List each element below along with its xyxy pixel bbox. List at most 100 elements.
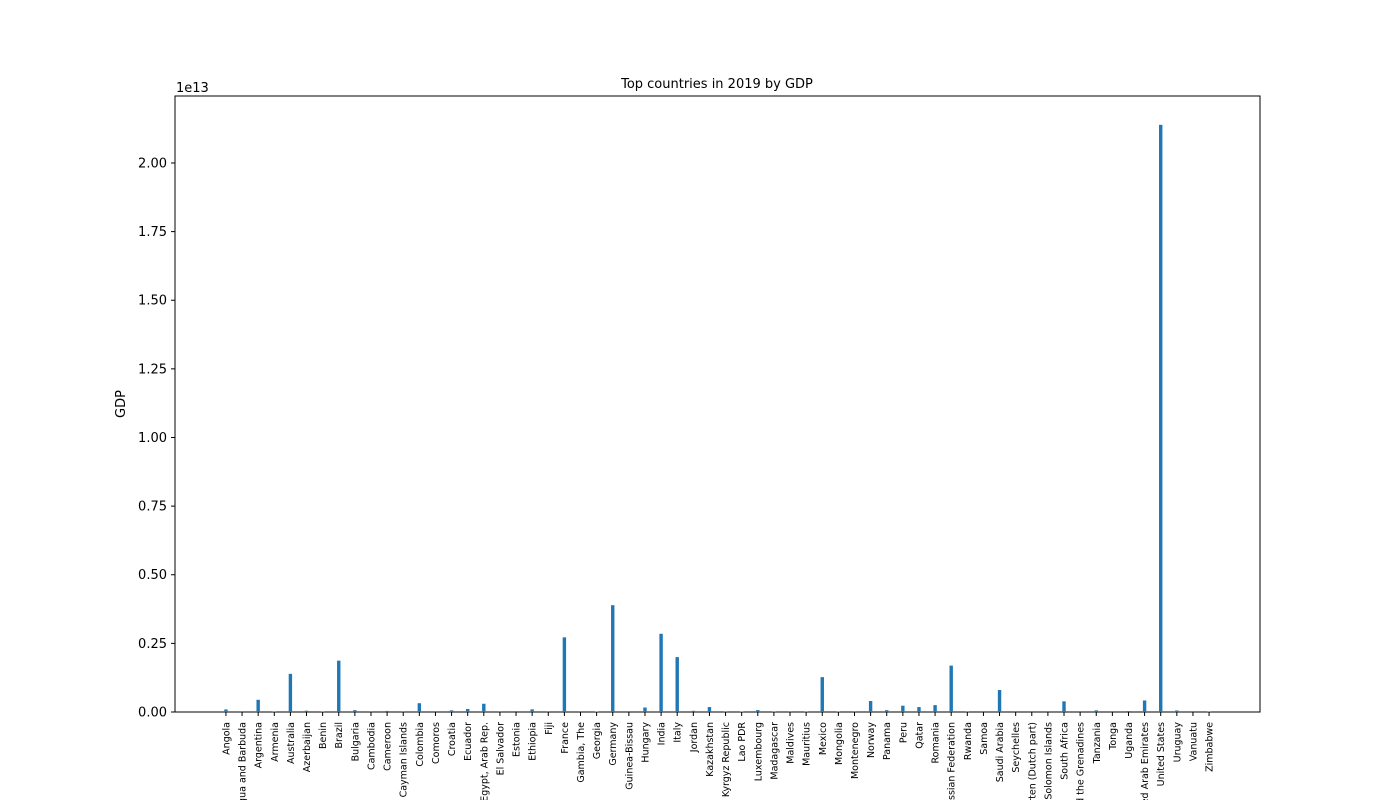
bar xyxy=(482,703,486,712)
bar xyxy=(1062,701,1066,712)
y-tick-label: 1.50 xyxy=(138,294,167,309)
bar xyxy=(498,711,502,712)
bar xyxy=(417,703,422,712)
x-tick-label: Guinea-Bissau xyxy=(624,722,635,790)
x-tick-label: Ecuador xyxy=(463,722,474,761)
x-tick-label: Cameroon xyxy=(383,722,394,771)
bar xyxy=(353,710,357,712)
y-tick-label: 1.00 xyxy=(138,431,167,446)
x-tick-label: Romania xyxy=(931,722,942,764)
bar xyxy=(1175,710,1179,712)
bar xyxy=(756,710,760,712)
bar xyxy=(611,605,615,712)
x-tick-label: Seychelles xyxy=(1011,722,1022,773)
x-tick-label: Peru xyxy=(898,722,909,743)
x-tick-label: India xyxy=(657,722,668,745)
x-tick-label: Fiji xyxy=(544,722,555,735)
x-tick-label: Kazakhstan xyxy=(705,722,716,777)
bar xyxy=(707,707,712,712)
x-tick-label: Solomon Islands xyxy=(1043,722,1054,800)
x-tick-label: Montenegro xyxy=(850,722,861,779)
x-tick-label: Gambia, The xyxy=(576,722,587,783)
bar xyxy=(1094,710,1098,712)
x-tick-label: Russian Federation xyxy=(947,722,958,800)
bar xyxy=(933,705,937,712)
x-tick-label: Jordan xyxy=(689,722,700,753)
x-tick-label: Mauritius xyxy=(802,722,813,766)
x-tick-label: Ethiopia xyxy=(528,722,539,761)
bar xyxy=(1207,711,1211,712)
bar xyxy=(224,709,228,712)
bar xyxy=(917,707,921,712)
x-tick-label: Argentina xyxy=(254,722,265,768)
x-tick-label: Saudi Arabia xyxy=(995,722,1006,782)
x-tick-label: Antigua and Barbuda xyxy=(238,722,249,800)
bar xyxy=(465,708,470,712)
bar xyxy=(885,710,889,712)
bar xyxy=(337,660,341,712)
y-tick-label: 1.75 xyxy=(138,225,167,240)
x-tick-label: Kyrgyz Republic xyxy=(721,722,732,797)
x-tick-label: St. Vincent and the Grenadines xyxy=(1076,722,1087,800)
x-tick-label: Lao PDR xyxy=(737,722,748,762)
bar xyxy=(949,665,953,712)
x-tick-label: Mongolia xyxy=(834,722,845,765)
chart-title: Top countries in 2019 by GDP xyxy=(620,77,813,92)
x-tick-label: Sint Maarten (Dutch part) xyxy=(1027,722,1038,800)
x-tick-label: Italy xyxy=(673,722,684,743)
bar xyxy=(1126,711,1131,712)
bar xyxy=(659,633,663,712)
x-tick-label: Zimbabwe xyxy=(1205,722,1216,772)
x-tick-label: Estonia xyxy=(512,722,523,757)
x-tick-label: Samoa xyxy=(979,722,990,755)
y-tick-label: 0.00 xyxy=(138,706,167,721)
x-tick-label: United Arab Emirates xyxy=(1140,722,1151,800)
bar xyxy=(643,707,647,712)
y-offset-label: 1e13 xyxy=(176,81,209,96)
x-tick-label: Angola xyxy=(221,722,232,755)
x-tick-label: Georgia xyxy=(592,722,603,759)
x-tick-label: Cayman Islands xyxy=(399,722,410,797)
bar xyxy=(868,701,873,712)
x-tick-label: Luxembourg xyxy=(753,722,764,781)
y-tick-label: 2.00 xyxy=(138,156,167,171)
bar xyxy=(369,711,373,712)
bar xyxy=(288,673,293,712)
x-tick-label: Brazil xyxy=(334,722,345,749)
x-tick-label: Panama xyxy=(882,722,893,760)
x-tick-label: Hungary xyxy=(640,722,651,763)
x-tick-label: United States xyxy=(1156,722,1167,786)
x-tick-label: El Salvador xyxy=(495,722,506,775)
bar xyxy=(675,657,679,712)
x-tick-label: Norway xyxy=(866,722,877,758)
x-tick-label: Uganda xyxy=(1124,722,1135,759)
y-tick-label: 1.25 xyxy=(138,362,167,377)
x-tick-label: Bulgaria xyxy=(350,722,361,761)
bar xyxy=(530,709,534,712)
x-tick-label: South Africa xyxy=(1060,722,1071,780)
bar xyxy=(997,690,1002,712)
bar xyxy=(691,710,696,712)
x-tick-label: Egypt, Arab Rep. xyxy=(479,722,490,800)
x-tick-label: Tonga xyxy=(1108,722,1119,751)
bar xyxy=(256,699,260,712)
bar xyxy=(514,711,518,712)
y-tick-label: 0.25 xyxy=(138,637,167,652)
y-tick-label: 0.50 xyxy=(138,568,167,583)
x-tick-label: Rwanda xyxy=(963,722,974,760)
y-tick-label: 0.75 xyxy=(138,500,167,515)
x-tick-label: France xyxy=(560,722,571,754)
x-tick-label: Germany xyxy=(608,722,619,766)
x-tick-label: Tanzania xyxy=(1092,722,1103,764)
bar xyxy=(901,705,905,712)
x-tick-label: Maldives xyxy=(786,722,797,764)
bar xyxy=(449,710,454,712)
x-tick-label: Croatia xyxy=(447,722,458,756)
bar xyxy=(1142,700,1147,712)
bar xyxy=(304,710,309,712)
x-tick-label: Comoros xyxy=(431,722,442,764)
bar xyxy=(1159,124,1163,712)
x-tick-label: Madagascar xyxy=(769,722,780,780)
x-tick-label: Uruguay xyxy=(1172,722,1183,763)
